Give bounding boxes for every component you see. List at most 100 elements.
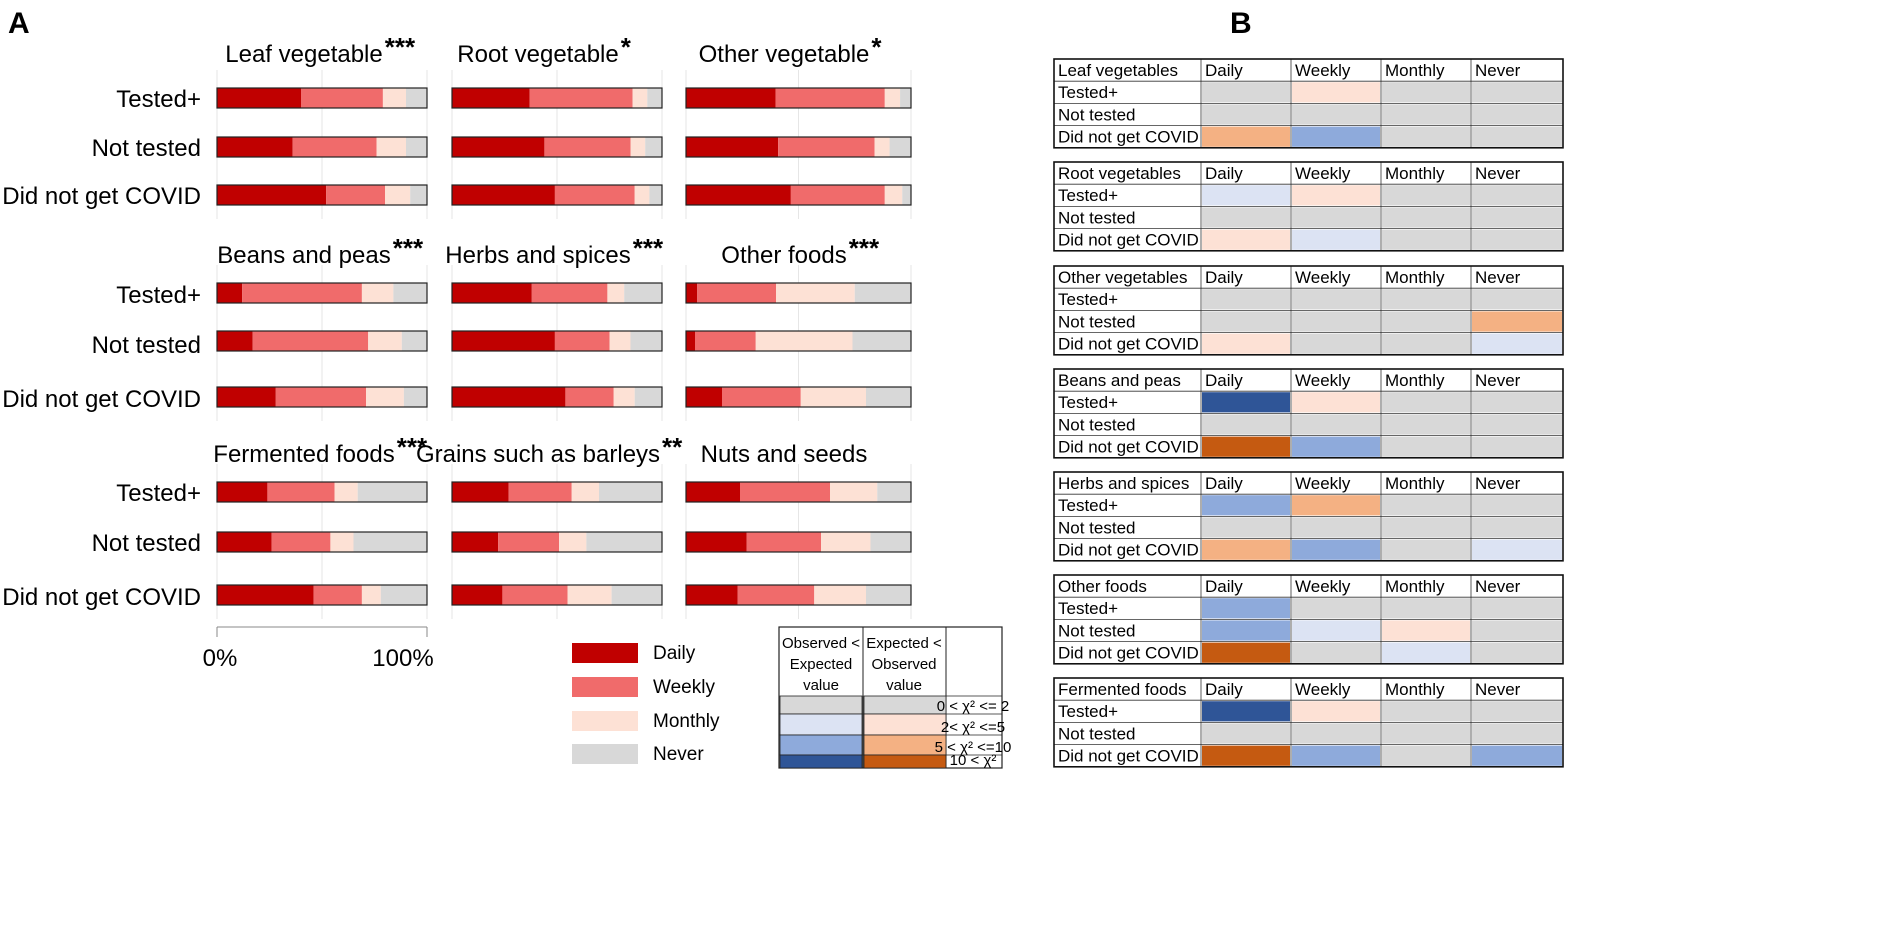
- bar-weekly: [554, 331, 610, 351]
- table-col-header: Weekly: [1295, 371, 1351, 390]
- table-col-header: Weekly: [1295, 164, 1351, 183]
- bar-never: [889, 137, 911, 157]
- table-cell: [1292, 701, 1380, 722]
- table-cell: [1472, 539, 1562, 560]
- table-cell: [1472, 229, 1562, 250]
- subplot-title: Other foods: [721, 242, 846, 269]
- bar-weekly: [740, 482, 830, 502]
- bar-outline: [216, 481, 428, 503]
- bar-weekly: [746, 532, 821, 552]
- table-row-label: Tested+: [1058, 599, 1118, 618]
- bar-weekly: [292, 137, 377, 157]
- bar-monthly: [361, 585, 381, 605]
- table-cell: [1472, 414, 1562, 435]
- table-frame: [1053, 161, 1564, 252]
- bar-outline: [451, 282, 663, 304]
- bar-monthly: [800, 387, 866, 407]
- table-cell: [1382, 82, 1470, 103]
- bar-weekly: [313, 585, 362, 605]
- bar-weekly: [790, 185, 885, 205]
- bar-monthly: [613, 387, 635, 407]
- table-col-header: Daily: [1205, 474, 1243, 493]
- bar-daily: [452, 387, 566, 407]
- row-label: Tested+: [116, 282, 201, 309]
- row-label: Did not get COVID: [2, 183, 201, 210]
- table-row-label: Tested+: [1058, 702, 1118, 721]
- table-cell: [1202, 539, 1290, 560]
- table-cell: [1202, 701, 1290, 722]
- legend: Daily Weekly Monthly Never: [572, 643, 720, 765]
- table-cell: [1472, 745, 1562, 766]
- table-col-header: Weekly: [1295, 680, 1351, 699]
- bar-outline: [685, 87, 912, 109]
- table-cell: [1382, 539, 1470, 560]
- table-row-label: Did not get COVID: [1058, 438, 1199, 457]
- bar-monthly: [609, 331, 631, 351]
- bar-monthly: [334, 482, 358, 502]
- bar-monthly: [559, 532, 587, 552]
- table-cell: [1202, 642, 1290, 663]
- table-cell: [1292, 185, 1380, 206]
- table-cell: [1202, 185, 1290, 206]
- bar-daily: [686, 387, 722, 407]
- table-col-header: Never: [1475, 164, 1521, 183]
- bar-weekly: [498, 532, 560, 552]
- table-cell: [1292, 289, 1380, 310]
- table-col-header: Monthly: [1385, 268, 1445, 287]
- table-frame: [1053, 265, 1564, 356]
- bar-daily: [452, 532, 499, 552]
- bar-weekly: [301, 88, 383, 108]
- table-frame: [1053, 677, 1564, 768]
- chi-table-1: Leaf vegetables Daily Weekly Monthly Never Te…: [1053, 58, 1564, 149]
- key-swatch-orange: [863, 754, 947, 769]
- table-cell: [1202, 229, 1290, 250]
- subplot-4: Beans and peas ***: [216, 233, 428, 421]
- bar-monthly: [567, 585, 612, 605]
- bar-never: [611, 585, 662, 605]
- table-title: Root vegetables: [1058, 164, 1181, 183]
- bar-monthly: [571, 482, 599, 502]
- table-frame: [1053, 471, 1564, 562]
- table-cell: [1292, 82, 1380, 103]
- legend-label: Daily: [653, 643, 696, 664]
- table-cell: [1202, 517, 1290, 538]
- table-cell: [1292, 745, 1380, 766]
- bar-weekly: [722, 387, 801, 407]
- bar-outline: [216, 282, 428, 304]
- table-cell: [1472, 311, 1562, 332]
- table-cell: [1292, 104, 1380, 125]
- bar-never: [649, 185, 662, 205]
- bar-never: [353, 532, 427, 552]
- bar-daily: [452, 585, 503, 605]
- table-cell: [1382, 333, 1470, 354]
- bar-monthly: [634, 185, 650, 205]
- bar-weekly: [554, 185, 635, 205]
- bar-outline: [685, 282, 912, 304]
- bar-weekly: [775, 88, 885, 108]
- bar-never: [401, 331, 427, 351]
- bar-outline: [451, 136, 663, 158]
- key-swatch-blue: [779, 734, 863, 756]
- table-cell: [1292, 598, 1380, 619]
- bar-outline: [685, 330, 912, 352]
- table-row-label: Tested+: [1058, 496, 1118, 515]
- table-cell: [1202, 333, 1290, 354]
- bar-daily: [686, 585, 738, 605]
- chi-square-key: Observed < Expected value Expected < Observe…: [778, 626, 1011, 769]
- table-col-header: Weekly: [1295, 268, 1351, 287]
- bar-outline: [685, 184, 912, 206]
- bar-weekly: [326, 185, 385, 205]
- key-header-text: value: [886, 677, 922, 694]
- bar-daily: [686, 137, 779, 157]
- table-cell: [1202, 436, 1290, 457]
- bar-daily: [217, 137, 293, 157]
- table-cell: [1292, 723, 1380, 744]
- table-cell: [1382, 517, 1470, 538]
- table-cell: [1292, 311, 1380, 332]
- table-col-header: Daily: [1205, 577, 1243, 596]
- table-col-header: Never: [1475, 474, 1521, 493]
- table-cell: [1292, 207, 1380, 228]
- table-cell: [1202, 745, 1290, 766]
- key-swatch-blue: [779, 754, 863, 769]
- table-col-header: Never: [1475, 61, 1521, 80]
